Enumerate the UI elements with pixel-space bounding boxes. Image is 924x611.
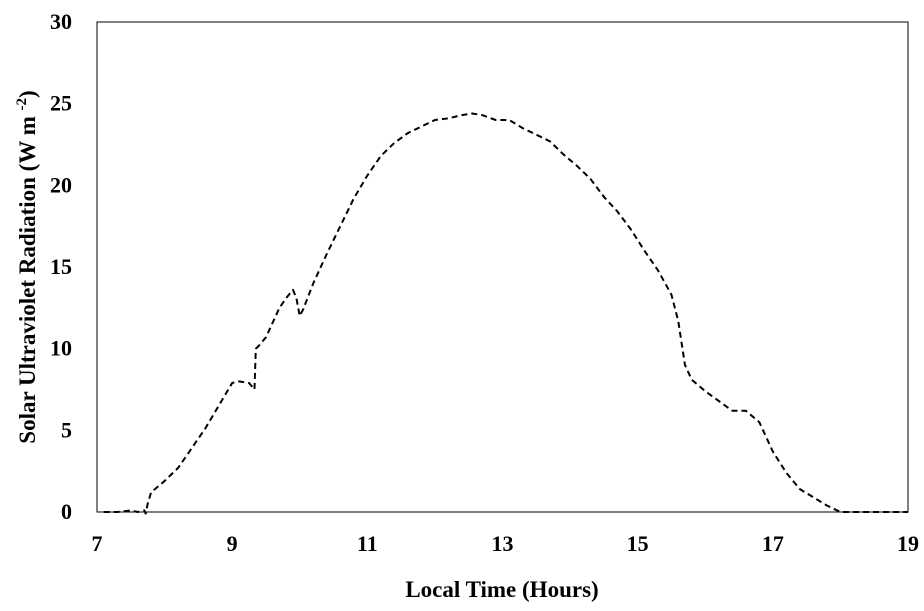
x-tick-label: 17 — [762, 531, 784, 556]
y-tick-label: 0 — [61, 499, 72, 524]
x-tick-label: 7 — [92, 531, 103, 556]
plot-area-frame — [97, 22, 908, 512]
x-tick-label: 11 — [357, 531, 378, 556]
y-tick-label: 20 — [50, 172, 72, 197]
y-tick-label: 15 — [50, 254, 72, 279]
x-tick-label: 13 — [492, 531, 514, 556]
x-tick-label: 9 — [227, 531, 238, 556]
x-tick-label: 15 — [627, 531, 649, 556]
y-axis-title: Solar Ultraviolet Radiation (W m -2) — [14, 90, 40, 443]
uv-radiation-series-line — [104, 113, 908, 513]
y-axis-ticks: 0 5 10 15 20 25 30 — [50, 9, 72, 524]
y-tick-label: 25 — [50, 91, 72, 116]
y-tick-label: 5 — [61, 417, 72, 442]
y-axis-title-main: Solar Ultraviolet Radiation (W m — [15, 110, 40, 443]
y-axis-title-superscript: -2 — [14, 98, 30, 111]
x-axis-ticks: 7 9 11 13 15 17 19 — [92, 531, 920, 556]
y-axis-title-end: ) — [15, 90, 40, 98]
x-axis-title: Local Time (Hours) — [405, 577, 598, 602]
y-tick-label: 10 — [50, 336, 72, 361]
x-tick-label: 19 — [897, 531, 919, 556]
y-tick-label: 30 — [50, 9, 72, 34]
